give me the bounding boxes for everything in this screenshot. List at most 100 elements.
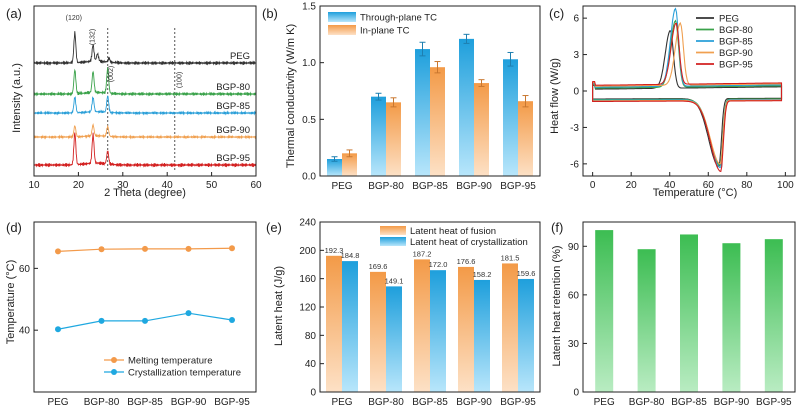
- lh-value-label: 169.6: [369, 262, 388, 271]
- tc-bar-through-bgp-95: [503, 59, 518, 177]
- ret-y-tick-label: 30: [568, 339, 580, 350]
- xrd-tick-label: 60: [250, 180, 262, 191]
- tc-bar-through-bgp-85: [415, 49, 430, 176]
- panel-a: (a) Intensity (a.u.) 2 Theta (degree) PE…: [6, 5, 262, 199]
- temp-x-tick-label: PEG: [47, 397, 68, 408]
- panel-c: (c) Heat flow (W/g) Temperature (°C) -6 -…: [549, 5, 796, 199]
- ret-bar-bgp-80: [637, 249, 656, 392]
- ret-x-tick-label: BGP-90: [714, 397, 750, 408]
- panel-d-ylabel: Temperature (°C): [5, 260, 17, 344]
- panel-e-frame: [319, 221, 541, 393]
- panel-b-ylabel: Thermal conductivity (W/m K): [285, 24, 297, 168]
- temp-x-tick-label: BGP-80: [84, 397, 120, 408]
- panel-b-legend: Through-plane TC In-plane TC: [328, 12, 437, 37]
- panel-c-xlabel: Temperature (°C): [653, 187, 737, 199]
- lh-bar-crystallization-peg: [342, 261, 358, 392]
- temp-point: [142, 245, 148, 252]
- lh-value-label: 187.2: [413, 249, 432, 258]
- panel-c-label: (c): [549, 6, 564, 21]
- tc-x-tick-label: BGP-95: [500, 181, 536, 192]
- dsc-curve-bgp-80: [592, 19, 783, 167]
- panel-d-frame: [33, 221, 257, 393]
- panel-a-reference-lines: [107, 28, 176, 172]
- ret-bar-bgp-95: [764, 239, 783, 392]
- panel-c-lines: [592, 7, 783, 173]
- ret-bar-bgp-90: [722, 243, 741, 392]
- tc-x-tick-label: BGP-85: [412, 181, 448, 192]
- dsc-x-tick-label: 0: [590, 180, 596, 191]
- temp-legend-label: Melting temperature: [128, 356, 212, 367]
- dsc-curve-bgp-95: [592, 23, 783, 173]
- lh-x-tick-label: BGP-95: [500, 397, 536, 408]
- temp-point: [55, 326, 61, 333]
- tc-bar-in-peg: [342, 153, 357, 176]
- ret-x-tick-label: BGP-80: [629, 397, 665, 408]
- xrd-line-bgp-80: [33, 66, 257, 97]
- xrd-label-bgp-90: BGP-90: [216, 125, 250, 136]
- panel-f-frame: [582, 221, 796, 393]
- temp-y-tick-label: 40: [19, 326, 31, 337]
- lh-bar-fusion-bgp-85: [414, 259, 430, 392]
- dsc-y-tick-label: 3: [573, 50, 579, 61]
- panel-c-y-ticks: -6 -3 0 3 6: [570, 14, 587, 170]
- lh-x-tick-label: PEG: [331, 397, 352, 408]
- panel-b-y-ticks: 0.0 0.5 1.0 1.5: [302, 2, 324, 183]
- lh-x-tick-label: BGP-90: [456, 397, 492, 408]
- dsc-y-tick-label: 6: [573, 14, 579, 25]
- temp-point: [185, 245, 192, 252]
- lh-value-label: 176.6: [457, 257, 476, 266]
- panel-e-ylabel: Latent heat (J/g): [273, 266, 285, 346]
- temp-legend-marker: [111, 369, 117, 375]
- panel-a-ylabel: Intensity (a.u.): [11, 63, 23, 133]
- tc-legend-swatch: [328, 12, 356, 22]
- tc-x-tick-label: PEG: [331, 181, 352, 192]
- lh-value-label: 181.5: [501, 253, 520, 262]
- tc-y-tick-label: 0.5: [302, 115, 316, 126]
- lh-y-tick-label: 40: [305, 359, 317, 370]
- panel-f-x-ticks: PEG BGP-80 BGP-85 BGP-90 BGP-95: [594, 397, 792, 408]
- xrd-annotation-2: (002): [108, 66, 115, 82]
- lh-bar-fusion-bgp-80: [370, 271, 386, 392]
- dsc-x-tick-label: 40: [664, 180, 676, 191]
- dsc-y-tick-label: -3: [570, 123, 579, 134]
- panel-c-ylabel: Heat flow (W/g): [549, 58, 561, 134]
- lh-value-label: 158.2: [473, 270, 492, 279]
- tc-bar-in-bgp-85: [430, 67, 445, 176]
- panel-d-y-ticks: 40 60: [19, 264, 38, 337]
- panel-d: (d) Temperature (°C) 40 60 PEG BGP-80 BGP-8…: [5, 220, 257, 408]
- lh-bar-crystallization-bgp-85: [430, 270, 446, 392]
- panel-f: (f) Latent heat retention (%) 0 30 60 90 PE…: [551, 220, 796, 408]
- dsc-legend-label: PEG: [719, 14, 739, 25]
- xrd-label-bgp-80: BGP-80: [216, 82, 250, 93]
- dsc-y-tick-label: -6: [570, 159, 579, 170]
- dsc-x-tick-label: 20: [626, 180, 638, 191]
- lh-x-tick-label: BGP-85: [412, 397, 448, 408]
- panel-d-lines: [55, 245, 235, 333]
- ret-y-tick-label: 0: [573, 388, 579, 399]
- ret-bar-bgp-85: [680, 234, 698, 392]
- lh-value-label: 149.1: [385, 276, 404, 285]
- xrd-annotation-1: (132): [89, 29, 96, 45]
- lh-y-tick-label: 160: [299, 274, 316, 285]
- panel-f-bars: [595, 230, 783, 392]
- tc-y-tick-label: 1.0: [302, 58, 316, 69]
- panel-c-frame: [582, 5, 796, 177]
- dsc-legend-label: BGP-85: [719, 37, 753, 48]
- panel-a-annotations: (120) (132) (002) (100): [66, 15, 184, 88]
- ret-x-tick-label: BGP-95: [756, 397, 792, 408]
- lh-legend-label: Latent heat of crystallization: [410, 237, 528, 248]
- lh-x-tick-label: BGP-80: [368, 397, 404, 408]
- dsc-x-tick-label: 80: [741, 180, 753, 191]
- lh-bar-fusion-bgp-90: [458, 266, 474, 392]
- ret-y-tick-label: 60: [568, 290, 580, 301]
- panel-e: (e) Latent heat (J/g) 04080120160200240 …: [266, 218, 541, 408]
- ret-y-tick-label: 90: [568, 242, 580, 253]
- panel-e-x-ticks: PEG BGP-80 BGP-85 BGP-90 BGP-95: [331, 397, 536, 408]
- ret-x-tick-label: PEG: [594, 397, 615, 408]
- xrd-line-bgp-85: [33, 95, 257, 116]
- xrd-label-bgp-85: BGP-85: [216, 101, 250, 112]
- tc-legend-label: In-plane TC: [360, 26, 410, 37]
